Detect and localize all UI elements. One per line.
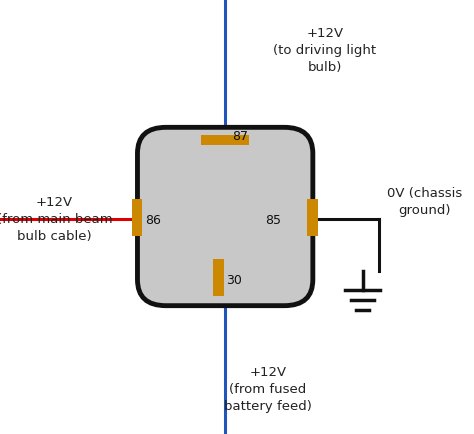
- Text: 86: 86: [145, 214, 161, 227]
- Text: +12V
(from main beam
bulb cable): +12V (from main beam bulb cable): [0, 196, 112, 243]
- Text: 87: 87: [232, 130, 248, 143]
- FancyBboxPatch shape: [137, 128, 313, 306]
- Text: 0V (chassis
ground): 0V (chassis ground): [387, 187, 462, 217]
- Bar: [213, 259, 224, 296]
- Text: +12V
(to driving light
bulb): +12V (to driving light bulb): [273, 26, 376, 73]
- Text: +12V
(from fused
battery feed): +12V (from fused battery feed): [224, 365, 312, 412]
- Bar: [201, 136, 249, 145]
- Bar: [307, 200, 318, 237]
- Bar: [132, 200, 142, 237]
- Text: 85: 85: [265, 214, 281, 227]
- Text: 30: 30: [227, 273, 242, 286]
